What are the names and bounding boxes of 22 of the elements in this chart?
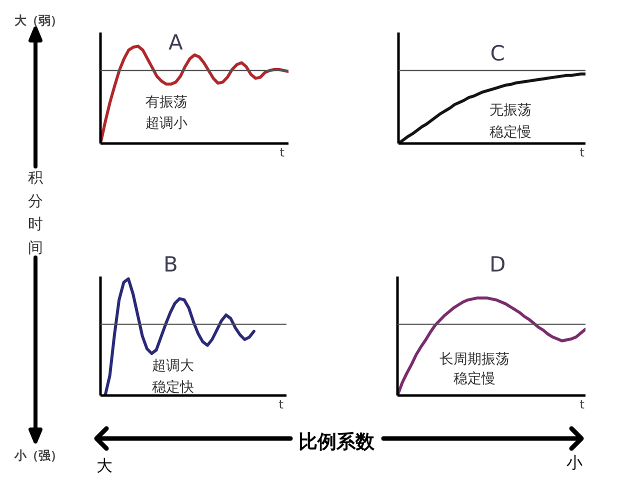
text: 小	[566, 454, 582, 472]
text: 大	[96, 457, 112, 475]
annotation: 长周期振荡	[440, 351, 510, 368]
x-axis-title: t	[580, 146, 585, 160]
annotation: 有振荡	[145, 94, 188, 110]
annotation: 稳定慢	[454, 370, 496, 387]
chart-title: C	[490, 42, 505, 66]
text: 积分时间	[28, 168, 43, 257]
text: 大（弱）	[14, 14, 62, 28]
annotation: 稳定快	[152, 380, 194, 396]
annotation: 稳定慢	[490, 124, 532, 140]
x-axis-title: t	[278, 398, 284, 412]
annotation: 超调大	[152, 358, 194, 374]
annotation: 超调小	[145, 116, 188, 132]
chart-title: D	[490, 252, 506, 276]
chart-title: A	[168, 30, 184, 54]
x-axis-title: t	[580, 398, 585, 412]
text: 比例系数	[298, 431, 376, 453]
text: 小（强）	[14, 448, 62, 462]
chart-title: B	[164, 252, 178, 276]
annotation: 无振荡	[490, 102, 532, 118]
x-axis-title: t	[280, 146, 285, 160]
